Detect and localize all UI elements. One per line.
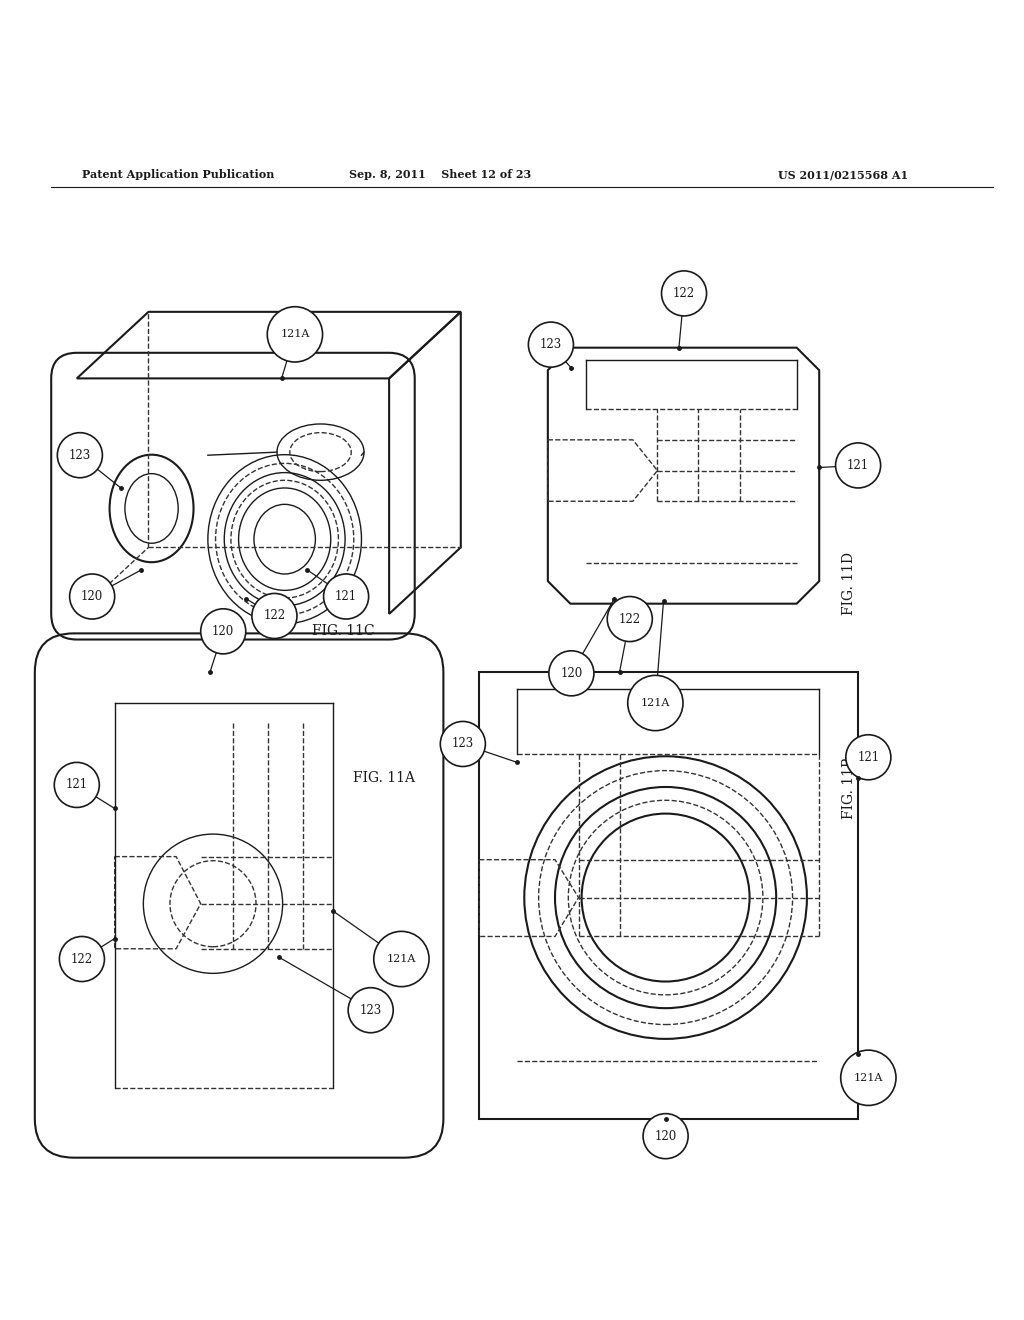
Text: 120: 120 xyxy=(560,667,583,680)
Text: 123: 123 xyxy=(69,449,91,462)
Text: 120: 120 xyxy=(81,590,103,603)
Circle shape xyxy=(201,609,246,653)
Circle shape xyxy=(440,722,485,767)
Text: 121: 121 xyxy=(335,590,357,603)
Text: FIG. 11C: FIG. 11C xyxy=(312,624,375,639)
Circle shape xyxy=(643,1114,688,1159)
Circle shape xyxy=(846,735,891,780)
Circle shape xyxy=(374,932,429,986)
Text: 121: 121 xyxy=(847,459,869,473)
Circle shape xyxy=(836,444,881,488)
Text: FIG. 11D: FIG. 11D xyxy=(842,552,856,615)
Text: 121: 121 xyxy=(857,751,880,764)
Text: 121: 121 xyxy=(66,779,88,792)
Text: 121A: 121A xyxy=(281,330,309,339)
Text: 123: 123 xyxy=(452,738,474,751)
Circle shape xyxy=(662,271,707,315)
Circle shape xyxy=(57,433,102,478)
Circle shape xyxy=(628,676,683,731)
Text: FIG. 11B: FIG. 11B xyxy=(842,756,856,820)
Circle shape xyxy=(841,1051,896,1105)
Circle shape xyxy=(348,987,393,1032)
Circle shape xyxy=(54,763,99,808)
Text: 121A: 121A xyxy=(854,1073,883,1082)
Text: 123: 123 xyxy=(359,1003,382,1016)
Circle shape xyxy=(607,597,652,642)
Circle shape xyxy=(252,594,297,639)
Text: 122: 122 xyxy=(263,610,286,623)
Text: 120: 120 xyxy=(654,1130,677,1143)
Text: FIG. 11A: FIG. 11A xyxy=(353,771,416,785)
Circle shape xyxy=(59,936,104,982)
Text: 121A: 121A xyxy=(641,698,670,708)
Text: 122: 122 xyxy=(71,953,93,965)
Circle shape xyxy=(267,306,323,362)
Circle shape xyxy=(70,574,115,619)
Text: 123: 123 xyxy=(540,338,562,351)
Text: 121A: 121A xyxy=(387,954,416,964)
Text: US 2011/0215568 A1: US 2011/0215568 A1 xyxy=(778,169,908,180)
Text: Patent Application Publication: Patent Application Publication xyxy=(82,169,274,180)
Circle shape xyxy=(549,651,594,696)
Text: Sep. 8, 2011    Sheet 12 of 23: Sep. 8, 2011 Sheet 12 of 23 xyxy=(349,169,531,180)
Text: 120: 120 xyxy=(212,624,234,638)
Circle shape xyxy=(324,574,369,619)
Text: 122: 122 xyxy=(618,612,641,626)
Text: 122: 122 xyxy=(673,286,695,300)
Circle shape xyxy=(528,322,573,367)
